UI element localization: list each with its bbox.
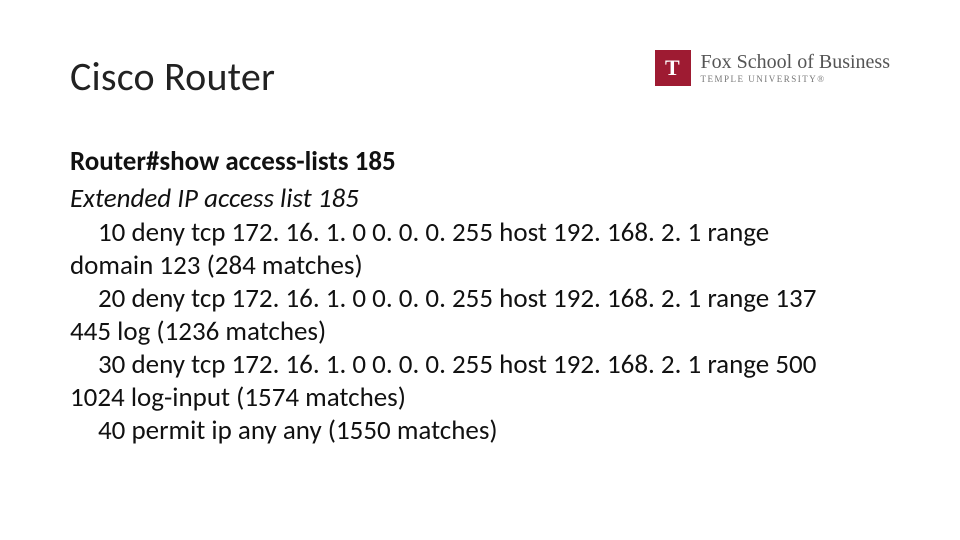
school-logo: T Fox School of Business TEMPLE UNIVERSI… [655, 50, 890, 86]
acl-entry-first: 30 deny tcp 172. 16. 1. 0 0. 0. 0. 255 h… [98, 348, 816, 381]
page-title: Cisco Router [70, 52, 275, 101]
logo-sub-text: TEMPLE UNIVERSITY® [701, 75, 890, 84]
acl-entry-wrap: domain 123 (284 matches) [70, 250, 890, 283]
logo-text-block: Fox School of Business TEMPLE UNIVERSITY… [701, 52, 890, 84]
acl-entry-first: 20 deny tcp 172. 16. 1. 0 0. 0. 0. 255 h… [98, 282, 816, 315]
acl-entry: 10 deny tcp 172. 16. 1. 0 0. 0. 0. 255 h… [70, 217, 890, 283]
acl-entry-wrap: 445 log (1236 matches) [70, 316, 890, 349]
acl-entry: 40 permit ip any any (1550 matches) [70, 415, 890, 448]
acl-entry-wrap: 1024 log-input (1574 matches) [70, 382, 890, 415]
logo-main-text: Fox School of Business [701, 52, 890, 73]
acl-entry-first: 40 permit ip any any (1550 matches) [98, 414, 498, 447]
temple-t-icon: T [655, 50, 691, 86]
body-block: Router#show access-lists 185 Extended IP… [70, 145, 890, 448]
acl-entry: 30 deny tcp 172. 16. 1. 0 0. 0. 0. 255 h… [70, 349, 890, 415]
acl-entry-first: 10 deny tcp 172. 16. 1. 0 0. 0. 0. 255 h… [98, 216, 769, 249]
command-line: Router#show access-lists 185 [70, 145, 890, 178]
acl-entry: 20 deny tcp 172. 16. 1. 0 0. 0. 0. 255 h… [70, 283, 890, 349]
slide: Cisco Router T Fox School of Business TE… [0, 0, 960, 540]
acl-header: Extended IP access list 185 [70, 182, 890, 215]
